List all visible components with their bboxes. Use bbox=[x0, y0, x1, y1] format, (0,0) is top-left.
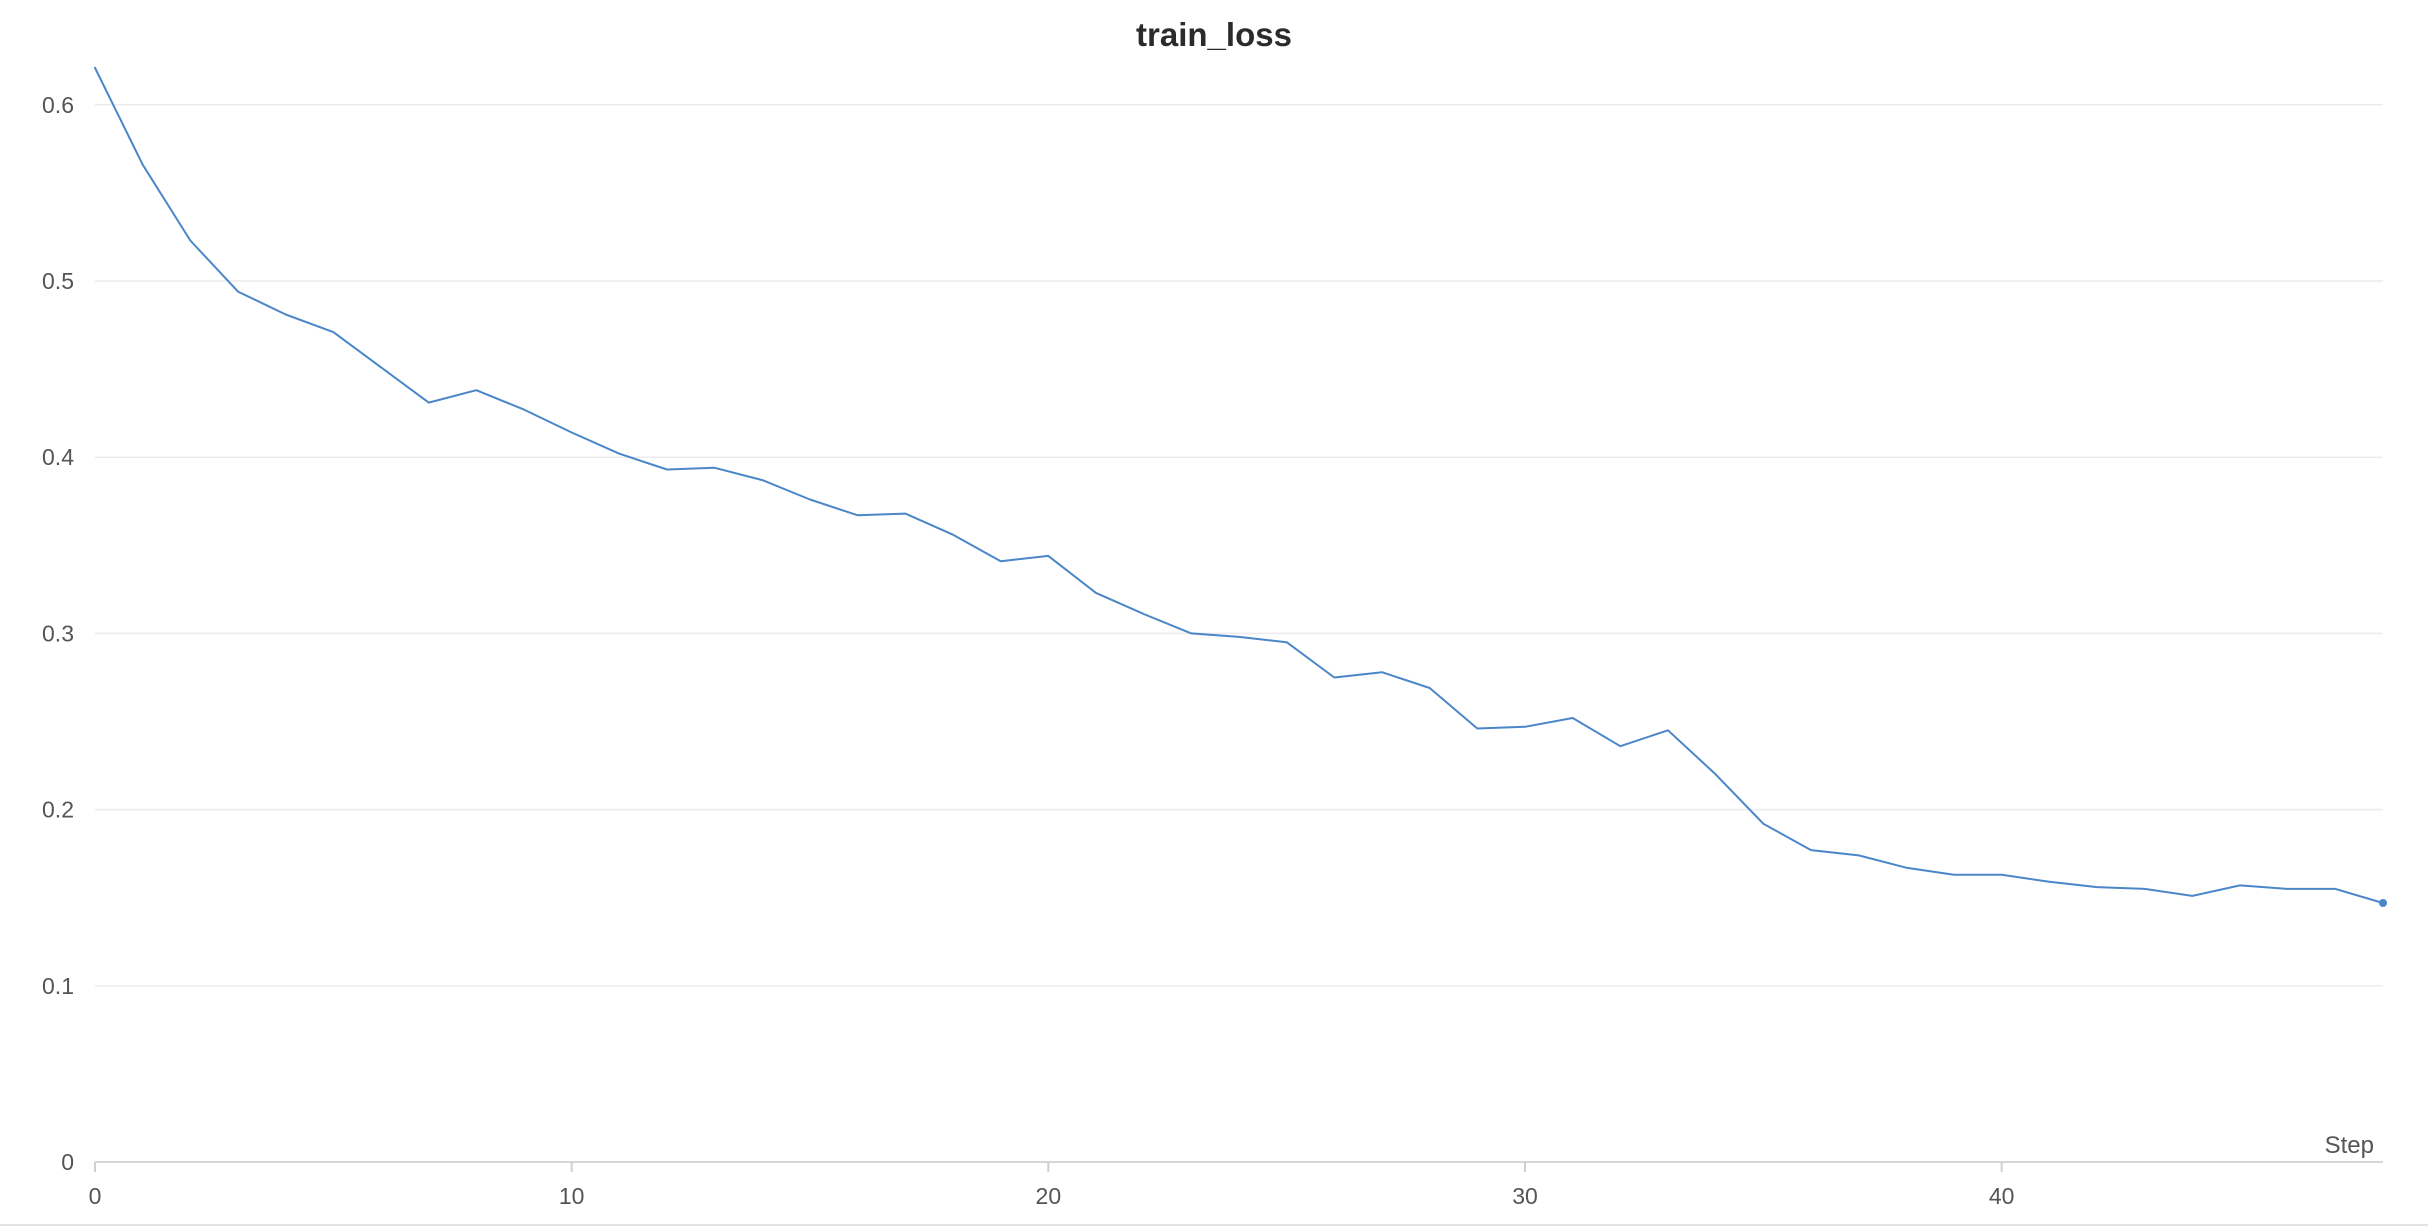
data-point bbox=[1428, 686, 1432, 690]
series-layer bbox=[93, 66, 2387, 907]
data-point bbox=[808, 498, 812, 502]
data-point bbox=[1475, 727, 1479, 731]
y-tick-label: 0.3 bbox=[42, 620, 74, 646]
y-tick-label: 0 bbox=[61, 1149, 74, 1175]
y-tick-label: 0.4 bbox=[42, 444, 74, 470]
data-point bbox=[1237, 635, 1241, 639]
data-point bbox=[379, 365, 383, 369]
data-point bbox=[951, 533, 955, 537]
data-point bbox=[760, 478, 764, 482]
data-point bbox=[1666, 728, 1670, 732]
data-point bbox=[1142, 612, 1146, 616]
gridlines bbox=[95, 104, 2383, 987]
y-tick-label: 0.5 bbox=[42, 268, 74, 294]
data-point bbox=[284, 313, 288, 317]
data-point bbox=[1332, 676, 1336, 680]
data-point bbox=[856, 513, 860, 517]
data-point bbox=[1857, 853, 1861, 857]
data-point bbox=[2095, 885, 2099, 889]
data-point bbox=[570, 431, 574, 435]
data-point bbox=[999, 559, 1003, 563]
x-axis-label: Step bbox=[2325, 1132, 2374, 1159]
chart-title: train_loss bbox=[1136, 16, 1292, 53]
data-point bbox=[1714, 772, 1718, 776]
data-point bbox=[1094, 591, 1098, 595]
data-point bbox=[1189, 631, 1193, 635]
data-point bbox=[2333, 887, 2337, 891]
data-point bbox=[1571, 716, 1575, 720]
data-point bbox=[236, 290, 240, 294]
data-point bbox=[2047, 880, 2051, 884]
data-point bbox=[1904, 866, 1908, 870]
data-point bbox=[903, 512, 907, 516]
data-point bbox=[141, 163, 145, 167]
data-point bbox=[93, 66, 97, 70]
x-axis: 0 10 20 30 40 bbox=[89, 1161, 2383, 1209]
data-point bbox=[2238, 883, 2242, 887]
data-point bbox=[1046, 554, 1050, 558]
data-point bbox=[2000, 873, 2004, 877]
y-axis-ticks: 0 0.1 0.2 0.3 0.4 0.5 0.6 bbox=[42, 92, 74, 1175]
data-point bbox=[1618, 744, 1622, 748]
data-point bbox=[474, 388, 478, 392]
x-tick-label: 10 bbox=[559, 1183, 585, 1209]
data-point bbox=[1523, 725, 1527, 729]
data-point bbox=[188, 239, 192, 243]
x-tick-label: 0 bbox=[89, 1183, 102, 1209]
data-point bbox=[2143, 887, 2147, 891]
y-tick-label: 0.2 bbox=[42, 797, 74, 823]
y-tick-label: 0.6 bbox=[42, 92, 74, 118]
data-point bbox=[617, 452, 621, 456]
data-point bbox=[1952, 873, 1956, 877]
data-point bbox=[2286, 887, 2290, 891]
data-point bbox=[1809, 848, 1813, 852]
data-point bbox=[331, 330, 335, 334]
data-point bbox=[522, 408, 526, 412]
data-point bbox=[665, 468, 669, 472]
series-line bbox=[94, 66, 2384, 904]
data-point bbox=[2379, 899, 2387, 907]
data-point bbox=[713, 466, 717, 470]
y-tick-label: 0.1 bbox=[42, 973, 74, 999]
data-point bbox=[1380, 670, 1384, 674]
data-point bbox=[2190, 894, 2194, 898]
x-tick-label: 20 bbox=[1036, 1183, 1062, 1209]
x-tick-label: 40 bbox=[1989, 1183, 2015, 1209]
data-point bbox=[1761, 822, 1765, 826]
data-point bbox=[1285, 640, 1289, 644]
x-tick-label: 30 bbox=[1512, 1183, 1538, 1209]
data-point bbox=[427, 401, 431, 405]
